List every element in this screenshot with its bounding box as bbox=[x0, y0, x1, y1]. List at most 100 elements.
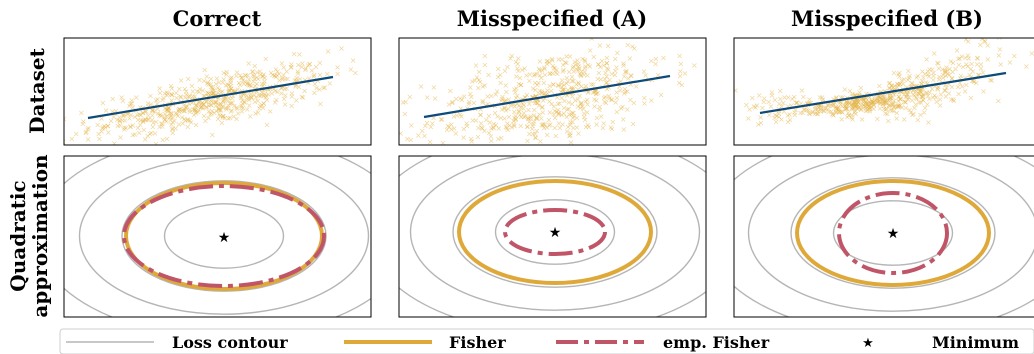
scatter-point: × bbox=[855, 101, 862, 110]
legend: Loss contour Fisher emp. Fisher ★ Minimu… bbox=[59, 328, 1034, 354]
scatter-point: × bbox=[809, 108, 816, 117]
scatter-point: × bbox=[154, 95, 161, 104]
scatter-point: × bbox=[837, 93, 844, 102]
scatter-point: × bbox=[139, 109, 146, 118]
scatter-point: × bbox=[916, 98, 923, 107]
column-title-misspecified-a: Misspecified (A) bbox=[457, 6, 647, 31]
scatter-point: × bbox=[100, 98, 107, 107]
scatter-point: × bbox=[806, 109, 813, 118]
scatter-point: × bbox=[846, 98, 853, 107]
scatter-point: × bbox=[431, 83, 438, 92]
scatter-point: × bbox=[298, 62, 305, 71]
scatter-point: × bbox=[400, 98, 407, 107]
scatter-point: × bbox=[169, 124, 176, 133]
scatter-point: × bbox=[488, 137, 495, 146]
scatter-point: × bbox=[156, 111, 163, 120]
scatter-point: × bbox=[930, 76, 937, 85]
scatter-point: × bbox=[964, 62, 971, 71]
scatter-point: × bbox=[132, 130, 139, 139]
scatter-point: × bbox=[457, 94, 464, 103]
scatter-point: × bbox=[293, 96, 300, 105]
scatter-point: × bbox=[810, 107, 817, 116]
scatter-point: × bbox=[529, 130, 536, 139]
scatter-point: × bbox=[877, 104, 884, 113]
scatter-point: × bbox=[558, 82, 565, 91]
scatter-point: × bbox=[169, 91, 176, 100]
scatter-point: × bbox=[882, 105, 889, 114]
scatter-point: × bbox=[118, 93, 125, 102]
scatter-point: × bbox=[504, 62, 511, 71]
scatter-point: × bbox=[997, 60, 1004, 69]
scatter-point: × bbox=[204, 72, 211, 81]
scatter-point: × bbox=[433, 153, 440, 162]
scatter-point: × bbox=[897, 101, 904, 110]
scatter-point: × bbox=[561, 109, 568, 118]
scatter-point: × bbox=[624, 87, 631, 96]
scatter-point: × bbox=[874, 93, 881, 102]
scatter-point: × bbox=[227, 81, 234, 90]
scatter-point: × bbox=[525, 106, 532, 115]
scatter-point: × bbox=[185, 74, 192, 83]
scatter-point: × bbox=[862, 102, 869, 111]
scatter-point: × bbox=[902, 92, 909, 101]
scatter-point: × bbox=[849, 115, 856, 124]
scatter-point: × bbox=[793, 98, 800, 107]
scatter-point: × bbox=[110, 112, 117, 121]
scatter-point: × bbox=[237, 71, 244, 80]
scatter-point: × bbox=[517, 122, 524, 131]
scatter-point: × bbox=[220, 97, 227, 106]
scatter-point: × bbox=[221, 93, 228, 102]
scatter-point: × bbox=[908, 83, 915, 92]
scatter-point: × bbox=[900, 79, 907, 88]
scatter-point: × bbox=[887, 89, 894, 98]
scatter-point: × bbox=[594, 74, 601, 83]
scatter-point: × bbox=[511, 102, 518, 111]
scatter-point: × bbox=[506, 121, 513, 130]
scatter-point: × bbox=[520, 104, 527, 113]
scatter-point: × bbox=[955, 83, 962, 92]
legend-minimum-label: Minimum bbox=[932, 333, 1019, 352]
scatter-point: × bbox=[511, 85, 518, 94]
scatter-point: × bbox=[260, 99, 267, 108]
scatter-point: × bbox=[559, 86, 566, 95]
scatter-point: × bbox=[612, 55, 619, 64]
scatter-point: × bbox=[230, 112, 237, 121]
scatter-point: × bbox=[855, 98, 862, 107]
scatter-point: × bbox=[791, 111, 798, 120]
scatter-point: × bbox=[85, 135, 92, 144]
scatter-point: × bbox=[116, 168, 123, 177]
scatter-point: × bbox=[238, 92, 245, 101]
scatter-point: × bbox=[868, 97, 875, 106]
scatter-point: × bbox=[923, 88, 930, 97]
scatter-point: × bbox=[141, 125, 148, 134]
scatter-point: × bbox=[546, 58, 553, 67]
scatter-point: × bbox=[926, 65, 933, 74]
scatter-point: × bbox=[169, 90, 176, 99]
scatter-point: × bbox=[568, 83, 575, 92]
scatter-point: × bbox=[652, 59, 659, 68]
scatter-point: × bbox=[427, 138, 434, 147]
scatter-point: × bbox=[311, 70, 318, 79]
scatter-point: × bbox=[254, 80, 261, 89]
scatter-point: × bbox=[490, 124, 497, 133]
scatter-point: × bbox=[564, 91, 571, 100]
scatter-point: × bbox=[68, 134, 75, 143]
scatter-point: × bbox=[194, 101, 201, 110]
scatter-point: × bbox=[495, 124, 502, 133]
scatter-point: × bbox=[446, 123, 453, 132]
scatter-point: × bbox=[210, 89, 217, 98]
scatter-point: × bbox=[918, 92, 925, 101]
scatter-point: × bbox=[781, 93, 788, 102]
fisher-ellipse bbox=[795, 179, 991, 287]
scatter-point: × bbox=[104, 122, 111, 131]
scatter-point: × bbox=[114, 115, 121, 124]
scatter-point: × bbox=[956, 54, 963, 63]
scatter-point: × bbox=[247, 81, 254, 90]
scatter-point: × bbox=[499, 105, 506, 114]
scatter-point: × bbox=[620, 115, 627, 124]
scatter-point: × bbox=[902, 98, 909, 107]
scatter-point: × bbox=[852, 99, 859, 108]
scatter-point: × bbox=[283, 84, 290, 93]
scatter-point: × bbox=[182, 116, 189, 125]
